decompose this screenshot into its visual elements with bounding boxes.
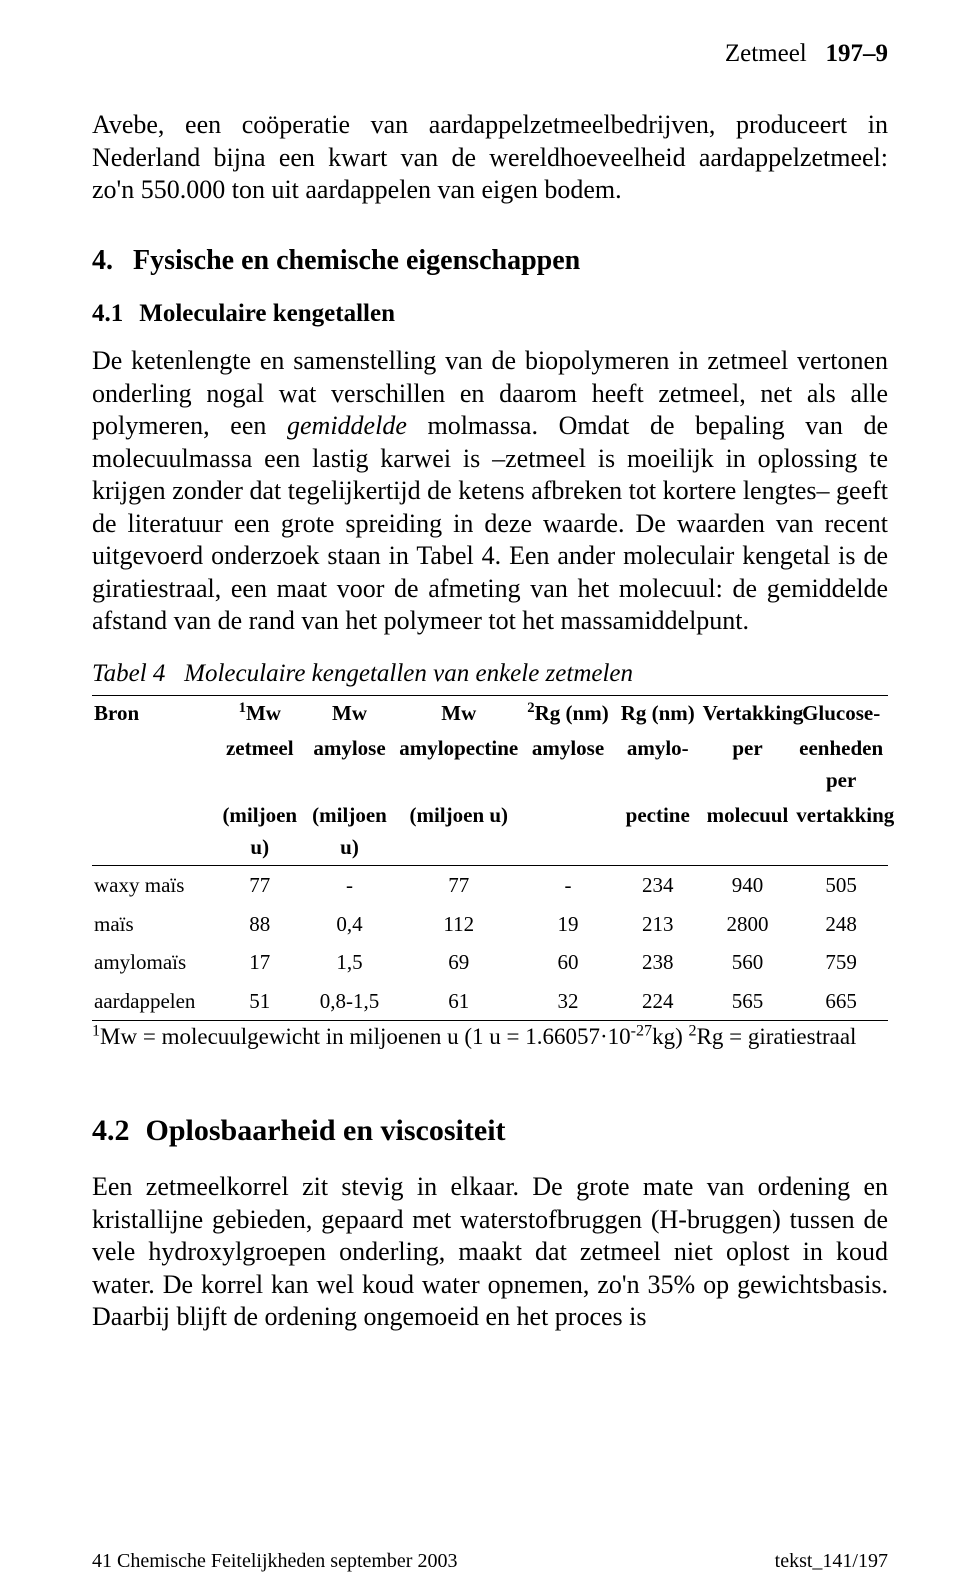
col-header-mw-amylopectine-3: (miljoen u) (396, 798, 521, 866)
cell: 560 (701, 943, 795, 981)
table-footnote: 1Mw = molecuulgewicht in miljoenen u (1 … (92, 1023, 888, 1052)
footnote-text-2: kg) (652, 1024, 688, 1049)
table-body: waxy maïs 77 - 77 - 234 940 505 maïs 88 … (92, 866, 888, 1021)
cell: 224 (615, 982, 701, 1021)
paragraph-4-1-post: molmassa. Omdat de bepaling van de molec… (92, 411, 888, 635)
footer-left: 41 Chemische Feitelijkheden september 20… (92, 1549, 457, 1574)
col-header-rg-amylopectine-1: Rg (nm) (615, 695, 701, 731)
table-row: waxy maïs 77 - 77 - 234 940 505 (92, 866, 888, 905)
table-row: maïs 88 0,4 112 19 213 2800 248 (92, 905, 888, 943)
col-header-mw-zetmeel-3: (miljoen u) (217, 798, 303, 866)
cell: 61 (396, 982, 521, 1021)
cell: 60 (521, 943, 615, 981)
col-header-mw-zetmeel-1: 1Mw (217, 695, 303, 731)
heading-4-2-title: Oplosbaarheid en viscositeit (146, 1112, 506, 1150)
cell-bron: amylomaïs (92, 943, 217, 981)
footer-right: tekst_141/197 (775, 1549, 888, 1574)
col-header-rg-amylopectine-2: amylo- (615, 731, 701, 798)
footnote-sup-1: 1 (92, 1022, 100, 1039)
col-header-rg-amylose-3 (521, 798, 615, 866)
cell: - (521, 866, 615, 905)
col-header-mw-amylose-3: (miljoen u) (303, 798, 397, 866)
cell-bron: aardappelen (92, 982, 217, 1021)
heading-4-1-number: 4.1 (92, 298, 123, 329)
data-table: Bron 1Mw Mw Mw 2Rg (nm) Rg (nm) Vertakki… (92, 695, 888, 1021)
cell: 213 (615, 905, 701, 943)
table-caption-text: Moleculaire kengetallen van enkele zetme… (184, 660, 633, 687)
col-header-glucose-1: Glucose- (794, 695, 888, 731)
cell: 505 (794, 866, 888, 905)
cell: 665 (794, 982, 888, 1021)
col-header-glucose-3: vertakking (794, 798, 888, 866)
cell: 234 (615, 866, 701, 905)
page-footer: 41 Chemische Feitelijkheden september 20… (92, 1549, 888, 1574)
header-page-code: 197–9 (826, 40, 889, 67)
col-header-mw-amylose-2: amylose (303, 731, 397, 798)
col-header-mw-amylopectine-1: Mw (396, 695, 521, 731)
col-header-glucose-2: eenheden per (794, 731, 888, 798)
cell: 77 (396, 866, 521, 905)
cell: 69 (396, 943, 521, 981)
col-header-vertakking-3: molecuul (701, 798, 795, 866)
heading-4-2: 4.2 Oplosbaarheid en viscositeit (92, 1112, 888, 1150)
cell-bron: waxy maïs (92, 866, 217, 905)
cell: 2800 (701, 905, 795, 943)
footnote-text-3: Rg = giratiestraal (697, 1024, 857, 1049)
cell: 17 (217, 943, 303, 981)
paragraph-4-2: Een zetmeelkorrel zit stevig in elkaar. … (92, 1171, 888, 1334)
heading-4-2-number: 4.2 (92, 1112, 130, 1150)
cell: 88 (217, 905, 303, 943)
cell: 248 (794, 905, 888, 943)
heading-4-1: 4.1 Moleculaire kengetallen (92, 298, 888, 329)
col-header-mw-zetmeel-2: zetmeel (217, 731, 303, 798)
cell: 112 (396, 905, 521, 943)
cell: 19 (521, 905, 615, 943)
table-head: Bron 1Mw Mw Mw 2Rg (nm) Rg (nm) Vertakki… (92, 695, 888, 866)
table-caption-label: Tabel 4 (92, 660, 165, 687)
cell: 238 (615, 943, 701, 981)
col-header-bron: Bron (92, 695, 217, 866)
table-caption: Tabel 4 Moleculaire kengetallen van enke… (92, 658, 888, 689)
footnote-text-1: Mw = molecuulgewicht in miljoenen u (1 u… (100, 1024, 631, 1049)
cell: 0,8-1,5 (303, 982, 397, 1021)
cell: 77 (217, 866, 303, 905)
cell: 32 (521, 982, 615, 1021)
cell: 51 (217, 982, 303, 1021)
cell: 1,5 (303, 943, 397, 981)
cell-bron: maïs (92, 905, 217, 943)
table-row: amylomaïs 17 1,5 69 60 238 560 759 (92, 943, 888, 981)
heading-4-1-title: Moleculaire kengetallen (139, 298, 395, 329)
table-row: aardappelen 51 0,8-1,5 61 32 224 565 665 (92, 982, 888, 1021)
sup-1-icon: 1 (239, 700, 246, 716)
header-topic: Zetmeel (725, 40, 807, 67)
running-header: Zetmeel 197–9 (92, 38, 888, 69)
heading-4: 4. Fysische en chemische eigenschappen (92, 243, 888, 278)
heading-4-title: Fysische en chemische eigenschappen (133, 243, 580, 278)
paragraph-4-1: De ketenlengte en samenstelling van de b… (92, 345, 888, 638)
col-header-mw-amylopectine-2: amylopectine (396, 731, 521, 798)
col-header-mw-amylose-1: Mw (303, 695, 397, 731)
paragraph-4-1-em: gemiddelde (287, 411, 407, 440)
cell: 0,4 (303, 905, 397, 943)
col-header-rg-amylopectine-3: pectine (615, 798, 701, 866)
col-header-rg-amylose-1: 2Rg (nm) (521, 695, 615, 731)
footnote-exp: -27 (631, 1022, 652, 1039)
cell: 940 (701, 866, 795, 905)
col-header-vertakking-1: Vertakking (701, 695, 795, 731)
cell: - (303, 866, 397, 905)
col-header-rg-amylose-2: amylose (521, 731, 615, 798)
document-page: Zetmeel 197–9 Avebe, een coöperatie van … (0, 0, 960, 1592)
cell: 565 (701, 982, 795, 1021)
heading-4-number: 4. (92, 243, 113, 278)
paragraph-intro: Avebe, een coöperatie van aardappelzetme… (92, 109, 888, 207)
footnote-sup-2: 2 (689, 1022, 697, 1039)
col-header-vertakking-2: per (701, 731, 795, 798)
cell: 759 (794, 943, 888, 981)
sup-2-icon: 2 (527, 700, 534, 716)
